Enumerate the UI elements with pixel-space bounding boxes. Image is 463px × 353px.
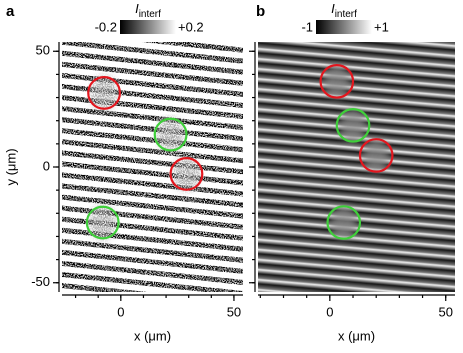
x-tick-label: 50 (227, 304, 241, 319)
colorbar-label-main: I (135, 1, 139, 16)
circle-marker (358, 138, 394, 173)
circle-marker (169, 157, 204, 191)
cell-blob (330, 205, 357, 240)
y-tick-label: 50 (36, 43, 50, 58)
y-tick-label: 0 (43, 158, 50, 173)
fringes (258, 42, 455, 292)
colorbar-label-sub: interf (335, 9, 357, 20)
panel-label: a (6, 3, 15, 20)
circle-marker (326, 205, 362, 240)
colorbar-tick-label: +1 (374, 19, 389, 34)
image (258, 42, 455, 292)
colorbar-label: Iinterf (331, 1, 357, 19)
cell-blob (340, 108, 367, 143)
cell-blob (323, 64, 350, 99)
y-tick-label: -50 (31, 274, 50, 289)
colorbar-tick-label: -1 (301, 19, 313, 34)
image (62, 42, 243, 292)
x-axis-label: x (μm) (338, 328, 375, 343)
colorbar (120, 20, 176, 34)
circle-marker (153, 117, 188, 152)
x-tick-label: 0 (326, 304, 333, 319)
colorbar-tick-label: +0.2 (178, 19, 204, 34)
colorbar-label: Iinterf (135, 1, 161, 19)
colorbar (316, 20, 372, 34)
circle-marker (335, 108, 371, 143)
y-axis-label: y (μm) (3, 148, 18, 185)
cell-blob (363, 138, 390, 173)
x-tick-label: 0 (117, 304, 124, 319)
x-axis-label: x (μm) (134, 328, 171, 343)
colorbar-label-sub: interf (139, 9, 161, 20)
noise (62, 42, 243, 292)
colorbar-tick-label: -0.2 (95, 19, 117, 34)
circle-marker (85, 205, 120, 240)
circle-marker (319, 64, 355, 99)
panel-label: b (256, 3, 265, 20)
x-tick-label: 50 (438, 304, 452, 319)
colorbar-label-main: I (331, 1, 335, 16)
circle-marker (87, 75, 122, 110)
